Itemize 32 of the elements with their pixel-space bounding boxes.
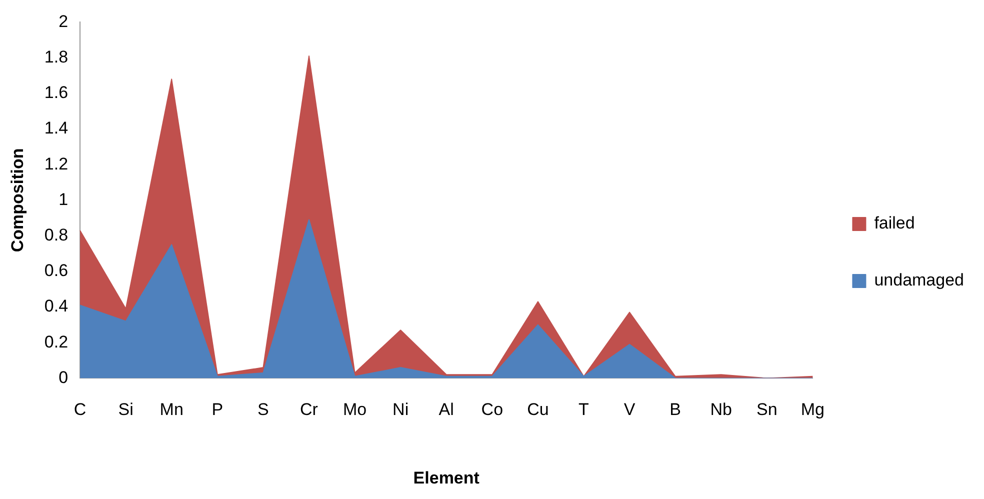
y-tick-label: 1.4 [44, 118, 68, 138]
x-tick-label: Co [481, 400, 504, 420]
legend-label: undamaged [874, 270, 964, 290]
legend-label: failed [874, 214, 915, 233]
y-tick-label: 1.6 [44, 83, 68, 102]
y-tick-label: 1.8 [44, 47, 68, 66]
y-tick-label: 2 [58, 12, 68, 31]
x-tick-label: B [670, 400, 681, 420]
x-tick-label: S [258, 400, 269, 420]
x-tick-label: Cu [527, 400, 549, 420]
x-tick-label: C [74, 400, 86, 420]
y-tick-label: 0.6 [44, 261, 68, 280]
x-tick-label: Nb [710, 400, 732, 420]
x-tick-label: P [212, 400, 224, 420]
y-tick-label: 0.2 [44, 332, 68, 352]
y-tick-label: 1 [58, 190, 68, 209]
y-tick-label: 1.2 [44, 154, 68, 174]
x-tick-label: Sn [756, 400, 778, 420]
y-tick-label: 0.8 [44, 225, 68, 244]
x-tick-label: Si [118, 400, 134, 420]
y-axis-title: Composition [8, 148, 27, 252]
x-tick-label: Al [438, 400, 454, 420]
x-axis-title: Element [413, 468, 480, 488]
x-tick-label: Mo [342, 400, 367, 420]
x-tick-label: V [624, 400, 636, 420]
x-tick-label: Mn [160, 400, 184, 420]
x-tick-label: T [578, 400, 589, 420]
y-tick-label: 0.4 [44, 296, 68, 316]
x-tick-label: Mg [800, 400, 825, 420]
y-tick-label: 0 [58, 368, 68, 387]
x-tick-label: Cr [300, 400, 318, 420]
x-tick-label: Ni [392, 400, 409, 420]
